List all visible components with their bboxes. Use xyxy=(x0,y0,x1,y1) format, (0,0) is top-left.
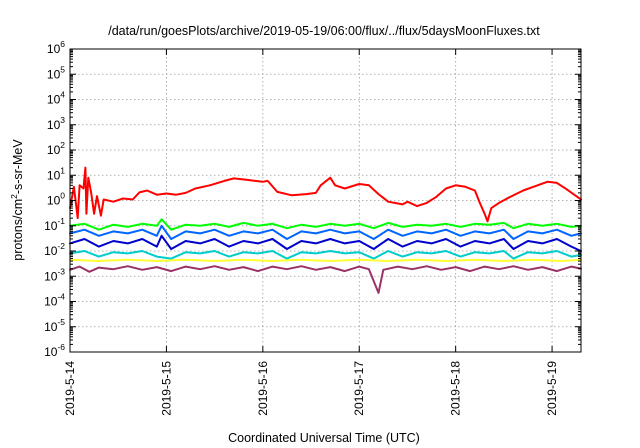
series-line-5 xyxy=(69,250,582,260)
y-tick-base: 10 xyxy=(47,118,61,132)
y-tick-label: 10-4 xyxy=(44,292,65,309)
y-tick-label: 10-5 xyxy=(44,317,65,334)
y-tick-exp: 6 xyxy=(60,39,65,49)
y-tick-exp: 5 xyxy=(60,64,65,74)
y-tick-exp: -5 xyxy=(57,317,65,327)
series-line-3 xyxy=(69,224,582,240)
x-tick-label: 2019-5-17 xyxy=(352,361,366,416)
y-tick-label: 105 xyxy=(47,64,65,81)
x-tick-label: 2019-5-15 xyxy=(159,361,173,416)
y-tick-exp: 3 xyxy=(60,115,65,125)
y-tick-exp: 1 xyxy=(60,165,65,175)
y-tick-exp: 2 xyxy=(60,140,65,150)
y-tick-base: 10 xyxy=(47,168,61,182)
y-tick-exp: 4 xyxy=(60,90,65,100)
x-tick-label: 2019-5-16 xyxy=(256,361,270,416)
y-tick-exp: -2 xyxy=(57,241,65,251)
x-tick-label: 2019-5-18 xyxy=(449,361,463,416)
y-tick-base: 10 xyxy=(44,295,58,309)
series-line-2 xyxy=(69,218,582,231)
y-tick-base: 10 xyxy=(47,67,61,81)
y-tick-base: 10 xyxy=(47,194,61,208)
y-axis-label-main: protons/cm xyxy=(11,199,25,261)
x-tick-label: 2019-5-14 xyxy=(63,361,77,416)
y-tick-exp: 0 xyxy=(60,191,65,201)
y-tick-label: 10-1 xyxy=(44,216,65,233)
x-axis-label: Coordinated Universal Time (UTC) xyxy=(228,431,420,445)
y-tick-label: 10-6 xyxy=(44,342,65,359)
y-tick-base: 10 xyxy=(44,345,58,359)
y-tick-exp: -3 xyxy=(57,266,65,276)
y-tick-exp: -6 xyxy=(57,342,65,352)
chart-title: /data/run/goesPlots/archive/2019-05-19/0… xyxy=(108,24,540,38)
y-tick-label: 102 xyxy=(47,140,65,157)
y-tick-label: 10-3 xyxy=(44,266,65,283)
y-tick-label: 101 xyxy=(47,165,65,182)
series-line-7 xyxy=(69,265,582,294)
y-tick-base: 10 xyxy=(47,143,61,157)
series-line-1 xyxy=(69,166,582,223)
series-line-4 xyxy=(69,234,582,252)
y-tick-base: 10 xyxy=(44,269,58,283)
y-tick-exp: -4 xyxy=(57,292,65,302)
y-axis-label-unit: -s-sr-MeV xyxy=(11,139,25,195)
series-group xyxy=(69,166,582,294)
x-tick-label: 2019-5-19 xyxy=(545,361,559,416)
x-axis: 2019-5-14 2019-5-15 2019-5-16 2019-5-17 2019… xyxy=(63,49,559,416)
series-line-6 xyxy=(69,258,582,262)
y-tick-base: 10 xyxy=(44,219,58,233)
y-tick-base: 10 xyxy=(44,244,58,258)
y-axis-label: protons/cm2-s-sr-MeV xyxy=(9,139,25,261)
y-tick-label: 104 xyxy=(47,90,65,107)
y-tick-label: 103 xyxy=(47,115,65,132)
y-tick-exp: -1 xyxy=(57,216,65,226)
y-axis-label-sup: 2 xyxy=(9,194,19,199)
y-tick-label: 100 xyxy=(47,191,65,208)
y-tick-base: 10 xyxy=(44,320,58,334)
y-tick-label: 106 xyxy=(47,39,65,56)
y-axis: 10610510410310210110010-110-210-310-410-… xyxy=(44,39,581,359)
y-tick-label: 10-2 xyxy=(44,241,65,258)
y-tick-base: 10 xyxy=(47,93,61,107)
y-tick-base: 10 xyxy=(47,42,61,56)
